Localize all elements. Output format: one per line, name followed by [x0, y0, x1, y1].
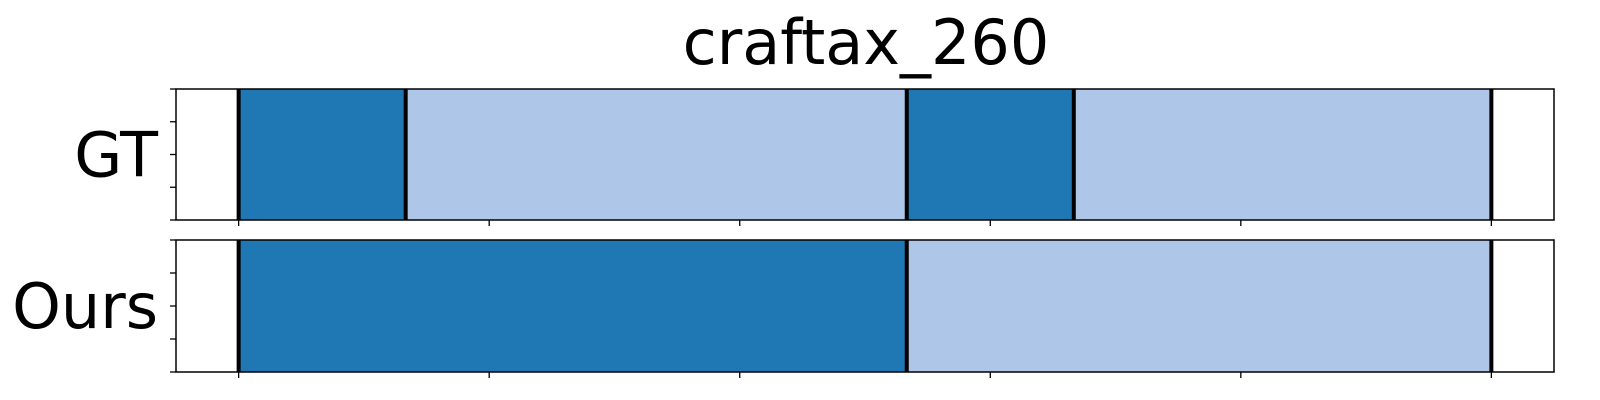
segment-bar [906, 240, 1492, 372]
row-panel-gt: GT [74, 88, 1555, 226]
segment-bar [906, 89, 1074, 220]
segment-bar [238, 240, 907, 372]
row-label-ours: Ours [12, 270, 158, 343]
row-panel-ours: Ours [12, 239, 1555, 378]
segment-bar [238, 89, 406, 220]
segment-bar [405, 89, 907, 220]
rows-layer: GT Ours [12, 88, 1555, 378]
chart-title: craftax_260 [683, 6, 1050, 79]
segment-bar [1073, 89, 1492, 220]
row-label-gt: GT [74, 119, 159, 192]
